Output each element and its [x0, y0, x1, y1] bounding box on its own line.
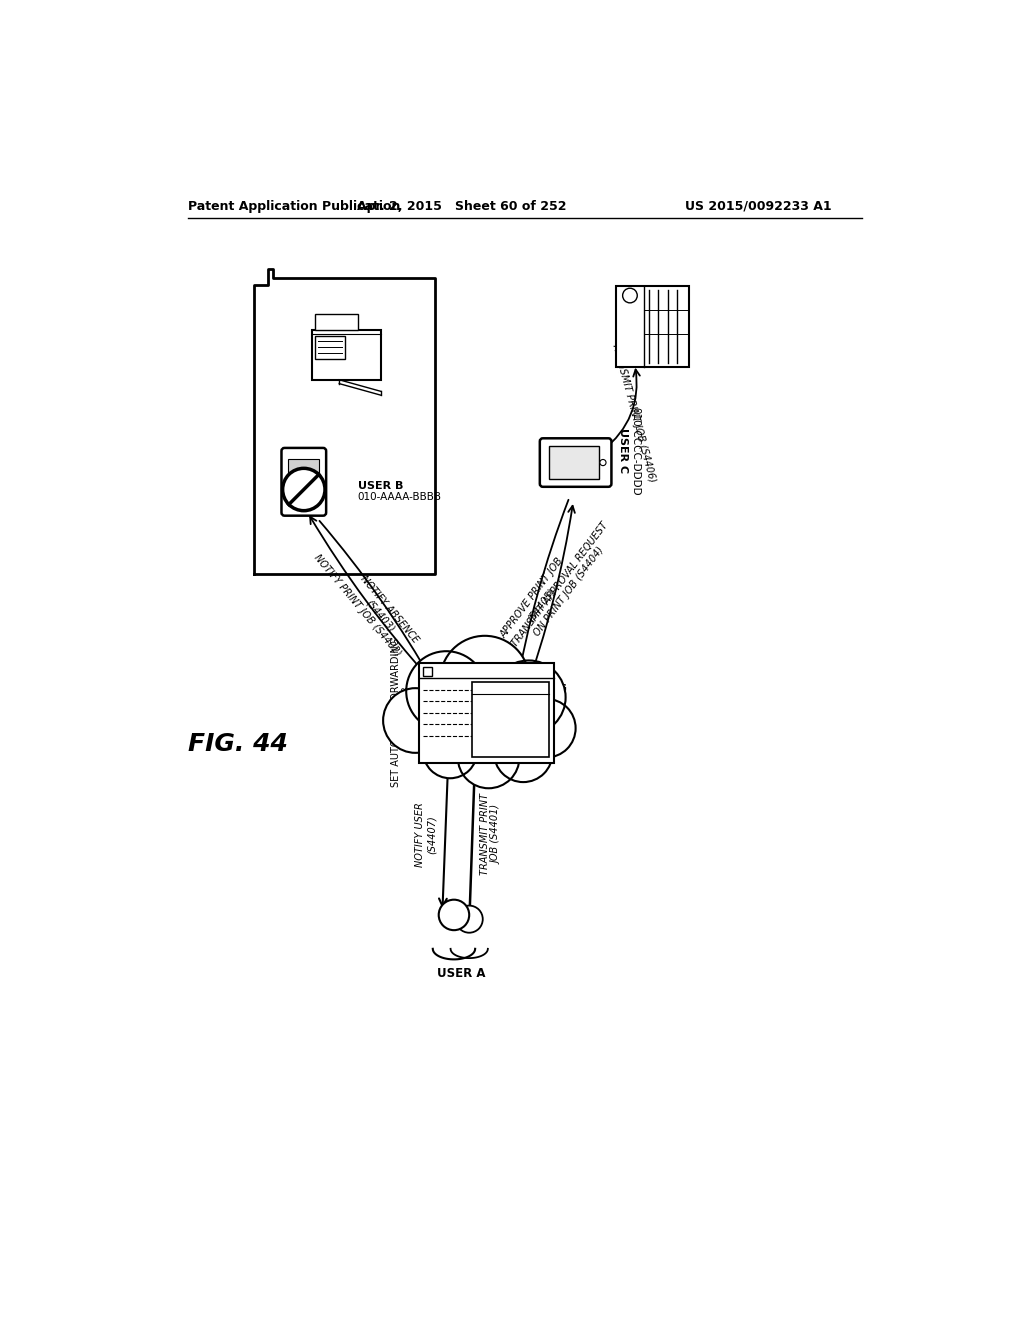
Text: 2) Rule: 2) Rule — [475, 722, 505, 731]
Bar — [289, 459, 319, 496]
Bar — [315, 335, 345, 359]
Text: TRANSMIT APPROVAL REQUEST
ON PRINT JOB (S4404): TRANSMIT APPROVAL REQUEST ON PRINT JOB (… — [509, 520, 618, 656]
Bar — [472, 682, 549, 758]
Bar — [423, 667, 432, 676]
Text: ABSENT: ABSENT — [483, 733, 516, 742]
Circle shape — [440, 636, 529, 725]
Circle shape — [494, 723, 553, 781]
Text: USER C: USER C — [618, 429, 629, 474]
Text: 1) Target: 1) Target — [475, 700, 513, 708]
Text: AUTOMATIC FORWARDING: AUTOMATIC FORWARDING — [454, 684, 566, 693]
Bar — [311, 330, 381, 380]
Text: 010-AAAA-BBBB: 010-AAAA-BBBB — [357, 492, 441, 502]
Circle shape — [383, 688, 447, 752]
Bar — [315, 314, 357, 330]
Text: Patent Application Publication: Patent Application Publication — [188, 199, 400, 213]
Circle shape — [600, 459, 606, 466]
Circle shape — [300, 499, 307, 507]
Circle shape — [456, 906, 482, 933]
Text: TRANSMIT PRINT
JOB (S4401): TRANSMIT PRINT JOB (S4401) — [480, 793, 502, 875]
Text: USER C: USER C — [483, 710, 514, 719]
Text: Apr. 2, 2015   Sheet 60 of 252: Apr. 2, 2015 Sheet 60 of 252 — [357, 199, 566, 213]
Circle shape — [623, 288, 637, 302]
Circle shape — [517, 700, 575, 758]
Text: NOTIFY PRINT JOB (S4402): NOTIFY PRINT JOB (S4402) — [312, 552, 403, 657]
Circle shape — [438, 900, 469, 931]
Text: TRANSMIT PRINT JOB (S4406): TRANSMIT PRINT JOB (S4406) — [610, 342, 656, 483]
Text: USER B: USER B — [357, 480, 403, 491]
Text: APPROVE PRINT JOB
(S4405): APPROVE PRINT JOB (S4405) — [499, 556, 574, 647]
Text: 010-CCCC-DDDD: 010-CCCC-DDDD — [630, 407, 640, 495]
FancyBboxPatch shape — [540, 438, 611, 487]
Bar — [419, 663, 554, 763]
Bar — [549, 446, 599, 479]
Text: SET AUTOMATIC FORWARDING
TO USER B: SET AUTOMATIC FORWARDING TO USER B — [391, 638, 413, 788]
Circle shape — [423, 725, 477, 779]
Circle shape — [283, 469, 325, 511]
Text: US 2015/0092233 A1: US 2015/0092233 A1 — [685, 199, 831, 213]
Circle shape — [407, 651, 486, 731]
FancyBboxPatch shape — [282, 447, 326, 516]
Circle shape — [492, 660, 565, 734]
Text: NOTIFY ABSENCE
(S4403): NOTIFY ABSENCE (S4403) — [349, 573, 420, 652]
Text: USER A: USER A — [437, 966, 486, 979]
Text: NOTIFY USER
(S4407): NOTIFY USER (S4407) — [415, 803, 436, 867]
Text: FIG. 44: FIG. 44 — [188, 731, 288, 755]
Bar — [616, 286, 689, 367]
Circle shape — [458, 726, 519, 788]
